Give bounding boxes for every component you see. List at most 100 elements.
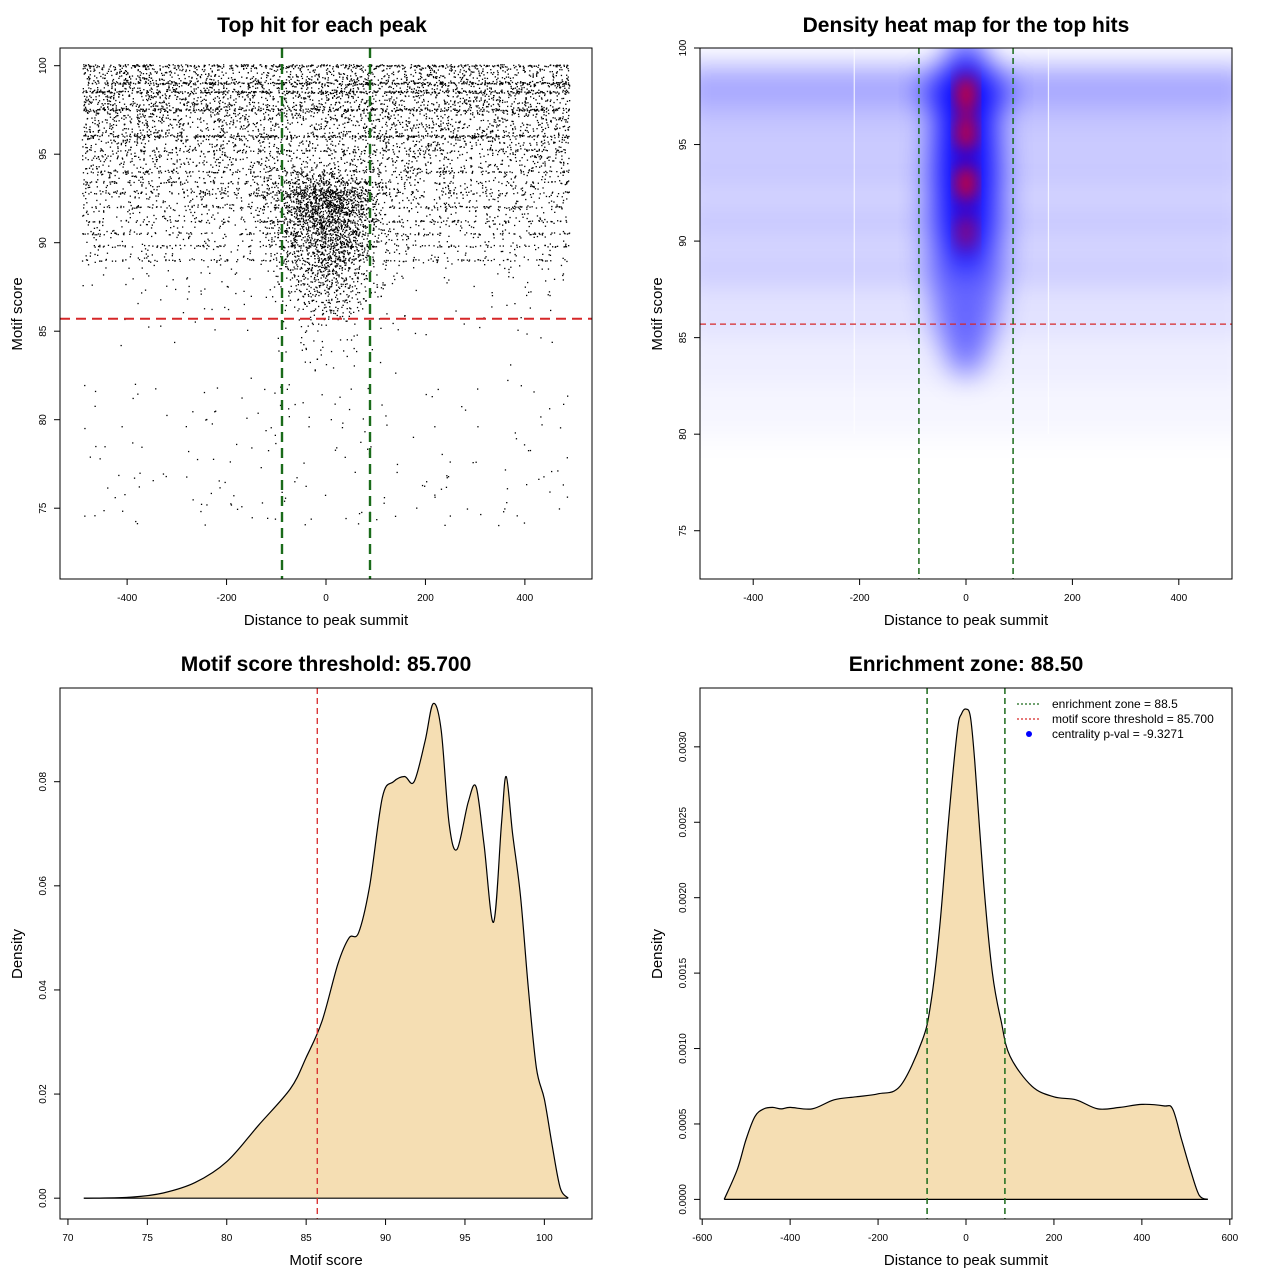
scatter-point [273, 167, 276, 169]
scatter-point [352, 164, 354, 166]
scatter-point [417, 78, 420, 80]
scatter-point [413, 88, 415, 90]
scatter-point [252, 85, 254, 88]
scatter-point [344, 134, 347, 136]
scatter-point [554, 137, 556, 139]
scatter-point [194, 146, 196, 149]
scatter-point [326, 253, 328, 256]
scatter-point [94, 119, 96, 121]
scatter-point [142, 77, 144, 79]
scatter-point [227, 286, 229, 288]
scatter-point [473, 85, 475, 88]
scatter-point [555, 75, 557, 77]
scatter-point [207, 174, 209, 176]
scatter-point [167, 154, 169, 156]
scatter-point [122, 139, 124, 141]
scatter-point [129, 87, 132, 89]
scatter-point [142, 167, 144, 170]
scatter-point [529, 70, 531, 72]
scatter-point [315, 105, 318, 107]
scatter-point [397, 156, 399, 158]
scatter-point [538, 89, 540, 91]
scatter-point [302, 65, 304, 67]
scatter-point [242, 167, 244, 170]
scatter-point [132, 175, 134, 177]
scatter-point [188, 151, 190, 153]
scatter-point [335, 186, 337, 188]
scatter-point [450, 80, 452, 82]
scatter-point [418, 86, 421, 89]
scatter-point [150, 261, 152, 263]
scatter-point [470, 107, 472, 109]
scatter-point [105, 267, 107, 269]
scatter-point [188, 236, 190, 238]
scatter-point [490, 88, 492, 90]
scatter-point [406, 162, 408, 164]
scatter-point [408, 153, 410, 155]
scatter-point [439, 226, 441, 228]
scatter-point [320, 161, 322, 164]
scatter-point [565, 89, 568, 91]
scatter-point [325, 95, 327, 97]
scatter-point [153, 114, 155, 116]
scatter-point [446, 166, 448, 168]
scatter-point [87, 213, 89, 215]
scatter-point [373, 108, 375, 110]
scatter-point [430, 143, 432, 145]
scatter-point [314, 128, 317, 131]
scatter-point [294, 165, 296, 168]
scatter-point [145, 163, 147, 165]
scatter-point [164, 72, 167, 74]
scatter-point [407, 86, 409, 88]
scatter-point [106, 80, 108, 82]
scatter-point [121, 157, 123, 159]
scatter-point [349, 80, 351, 82]
scatter-point [82, 146, 84, 148]
scatter-point [250, 377, 252, 379]
scatter-point [509, 68, 512, 70]
scatter-point [117, 156, 119, 159]
scatter-point [274, 162, 276, 164]
scatter-point [92, 131, 94, 133]
scatter-point [547, 294, 549, 296]
scatter-point [263, 178, 265, 180]
scatter-point [279, 76, 281, 78]
scatter-point [113, 120, 115, 122]
scatter-point [419, 78, 421, 80]
scatter-point [183, 123, 185, 125]
scatter-point [481, 132, 483, 134]
scatter-point [260, 124, 262, 126]
scatter-point [342, 133, 344, 135]
scatter-point [241, 216, 243, 218]
scatter-point [556, 128, 558, 130]
scatter-point [203, 107, 205, 109]
scatter-point [419, 197, 421, 199]
scatter-point [558, 134, 560, 136]
scatter-point [305, 140, 308, 142]
scatter-point [488, 111, 490, 113]
scatter-point [243, 125, 245, 127]
scatter-point [415, 206, 417, 208]
scatter-point [385, 133, 387, 135]
scatter-point [105, 199, 107, 201]
scatter-point [407, 136, 409, 138]
scatter-point [182, 68, 184, 71]
scatter-point [509, 144, 511, 146]
scatter-point [448, 188, 450, 190]
scatter-point [424, 163, 427, 165]
scatter-point [199, 76, 202, 79]
scatter-point [268, 146, 270, 148]
scatter-point [345, 212, 348, 214]
scatter-point [332, 174, 334, 176]
scatter-point [254, 176, 256, 178]
scatter-point [488, 95, 490, 97]
scatter-point [432, 103, 435, 105]
scatter-point [524, 148, 526, 150]
scatter-point [377, 79, 379, 81]
scatter-point [385, 147, 387, 149]
scatter-point [147, 99, 149, 102]
scatter-point [345, 111, 347, 113]
scatter-point [301, 163, 303, 165]
scatter-point [275, 114, 278, 117]
scatter-point [97, 80, 99, 82]
